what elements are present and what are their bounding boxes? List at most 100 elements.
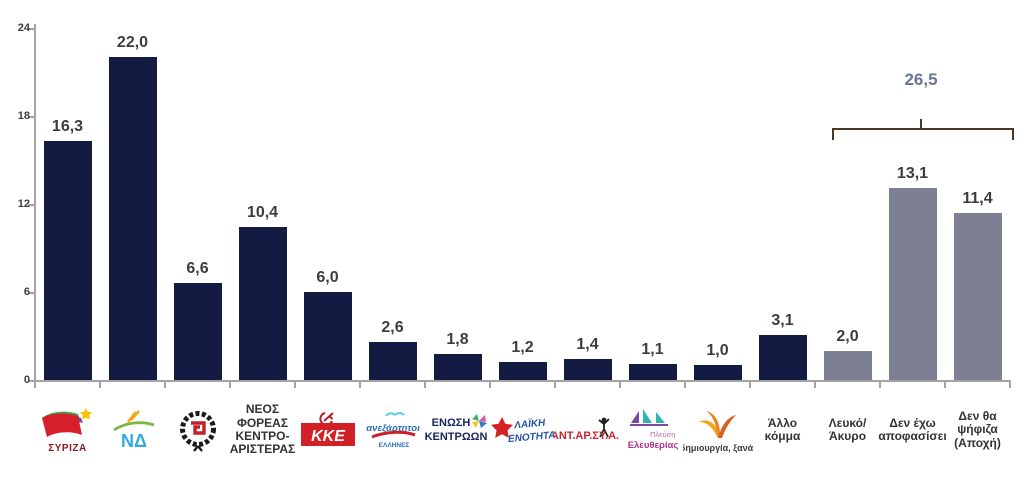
enosi-kentroon-logo: ΕΝΩΣΗ ΚΕΝΤΡΩΩΝ <box>423 413 493 447</box>
bar-6 <box>368 341 417 380</box>
x-axis-label: Δεν έχω αποφασίσει <box>878 386 947 474</box>
syriza-logo <box>39 406 97 442</box>
bar-value-label: 1,2 <box>511 339 534 357</box>
x-axis-tick <box>749 382 751 388</box>
bar-8 <box>498 362 547 380</box>
y-axis-tick-label: 12 <box>17 198 30 210</box>
y-axis-tick <box>28 28 34 30</box>
x-axis-tick <box>944 382 946 388</box>
x-axis-label-text: Δεν έχω αποφασίσει <box>878 415 947 443</box>
x-axis-tick <box>99 382 101 388</box>
x-axis-label <box>165 386 230 474</box>
y-axis-tick-label: 18 <box>17 110 30 122</box>
svg-text:ΕΛΛΗΝΕΣ: ΕΛΛΗΝΕΣ <box>378 442 409 449</box>
bar-value-label: 2,0 <box>836 327 859 345</box>
bar-value-label: 11,4 <box>962 189 993 207</box>
bracket-total-label: 26,5 <box>904 70 938 89</box>
bar-9 <box>563 359 612 380</box>
bar-2 <box>108 57 157 380</box>
x-axis-tick <box>684 382 686 388</box>
bar-value-label: 2,6 <box>381 318 404 336</box>
svg-text:ανεξάρτητοι: ανεξάρτητοι <box>366 423 420 434</box>
x-axis-tick <box>424 382 426 388</box>
bar-15 <box>953 212 1002 380</box>
bar-value-label: 6,0 <box>316 269 339 286</box>
x-axis-tick <box>34 382 36 388</box>
bar-value-label: 1,8 <box>446 330 469 348</box>
x-axis-tick <box>554 382 556 388</box>
x-axis-label: ΚΚΕ <box>295 386 360 474</box>
x-axis-tick <box>359 382 361 388</box>
x-axis-tick <box>229 382 231 388</box>
plefsi-eleftherias-logo: Πλεύση Ελευθερίας <box>622 407 684 453</box>
bar-1 <box>43 140 92 380</box>
svg-text:Πλεύση: Πλεύση <box>650 430 675 439</box>
logo-caption: ΣΥΡΙΖΑ <box>48 443 87 454</box>
bar-5 <box>303 292 352 380</box>
y-axis-tick <box>28 380 34 382</box>
bar-value-label: 16,3 <box>51 117 84 135</box>
x-axis-label: Λευκό/ Άκυρο <box>815 386 880 474</box>
y-axis-tick-label: 24 <box>17 22 30 34</box>
bar-14 <box>888 187 937 380</box>
svg-text:ΕΝΩΣΗ: ΕΝΩΣΗ <box>431 417 470 429</box>
y-axis-tick-label: 0 <box>23 374 30 386</box>
x-axis-label: ΝΕΟΣ ΦΟΡΕΑΣ ΚΕΝΤΡΟ- ΑΡΙΣΤΕΡΑΣ <box>229 386 296 474</box>
x-axis-label: δημιουργία, ξανά! <box>683 386 753 474</box>
bar-3 <box>173 283 222 380</box>
x-axis-tick <box>619 382 621 388</box>
x-axis-label: ΣΥΡΙΖΑ <box>35 386 100 474</box>
y-axis-tick-label: 6 <box>23 286 30 298</box>
bar-value-label: 13,1 <box>896 164 929 182</box>
dimiourgia-xana-logo: δημιουργία, ξανά! <box>683 406 753 454</box>
x-axis-tick <box>814 382 816 388</box>
bar-12 <box>758 334 807 380</box>
x-axis-tick <box>489 382 491 388</box>
x-axis-label: ανεξάρτητοι ΕΛΛΗΝΕΣ <box>360 386 425 474</box>
x-axis-label: ΕΝΩΣΗ ΚΕΝΤΡΩΩΝ <box>423 386 493 474</box>
x-axis-tick <box>294 382 296 388</box>
bar-13 <box>823 350 872 380</box>
x-axis-label: ΑΝΤ.ΑΡ.ΣΥ.Α. <box>554 386 622 474</box>
svg-text:ΚΕΝΤΡΩΩΝ: ΚΕΝΤΡΩΩΝ <box>424 431 487 443</box>
svg-text:ΛΑΪΚΗ: ΛΑΪΚΗ <box>512 416 546 432</box>
bracket-line <box>832 128 1014 140</box>
kke-logo: ΚΚΕ <box>299 410 357 450</box>
antarsya-logo: ΑΝΤ.ΑΡ.ΣΥ.Α. <box>554 415 622 445</box>
bar-value-label: 10,4 <box>246 204 279 222</box>
svg-text:ΕΝΟΤΗΤΑ: ΕΝΟΤΗΤΑ <box>507 430 555 445</box>
svg-text:Ελευθερίας: Ελευθερίας <box>627 440 678 451</box>
bar-4 <box>238 227 287 380</box>
bar-value-label: 1,0 <box>706 342 729 360</box>
x-axis-label-text: ΝΕΟΣ ΦΟΡΕΑΣ ΚΕΝΤΡΟ- ΑΡΙΣΤΕΡΑΣ <box>229 402 296 457</box>
x-axis-label: Δεν θα ψήφιζα (Αποχή) <box>945 386 1010 474</box>
x-axis-tick <box>1009 382 1011 388</box>
x-axis-label-text: Δεν θα ψήφιζα (Αποχή) <box>954 408 1001 450</box>
y-axis <box>34 24 36 382</box>
bar-value-label: 3,1 <box>771 311 794 329</box>
bar-value-label: 1,1 <box>641 340 664 358</box>
x-axis-label: Άλλο κόμμα <box>750 386 815 474</box>
x-axis-label-text: Άλλο κόμμα <box>764 415 801 443</box>
y-axis-tick <box>28 292 34 294</box>
x-axis-label: ΝΔ <box>100 386 165 474</box>
svg-text:ΑΝΤ.ΑΡ.ΣΥ.Α.: ΑΝΤ.ΑΡ.ΣΥ.Α. <box>554 430 619 442</box>
x-axis <box>34 380 1011 382</box>
x-axis-label: Πλεύση Ελευθερίας <box>620 386 685 474</box>
xrysi-avgi-logo <box>175 407 221 453</box>
y-axis-tick <box>28 116 34 118</box>
anexartitoi-ellines-logo: ανεξάρτητοι ΕΛΛΗΝΕΣ <box>359 409 427 451</box>
x-axis-tick <box>879 382 881 388</box>
bracket-mid-tick <box>920 119 922 128</box>
svg-text:ΝΔ: ΝΔ <box>121 431 147 451</box>
x-axis-label: ΛΑΪΚΗ ΕΝΟΤΗΤΑ <box>490 386 555 474</box>
bar-value-label: 6,6 <box>186 260 209 278</box>
nd-logo: ΝΔ <box>107 409 159 451</box>
y-axis-tick <box>28 204 34 206</box>
svg-text:ΚΚΕ: ΚΚΕ <box>311 428 346 445</box>
bar-11 <box>693 365 742 380</box>
svg-text:δημιουργία, ξανά!: δημιουργία, ξανά! <box>683 443 753 453</box>
x-axis-label-text: Λευκό/ Άκυρο <box>828 415 867 443</box>
bar-value-label: 1,4 <box>576 336 599 354</box>
